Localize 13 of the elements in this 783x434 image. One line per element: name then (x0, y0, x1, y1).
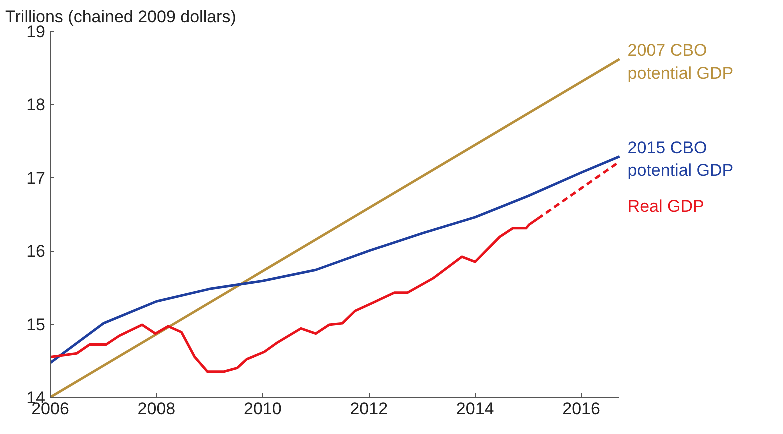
text: Real GDP (628, 196, 704, 216)
y-tick-label: 17 (26, 168, 46, 188)
x-tick-label: 2014 (456, 400, 494, 418)
x-tick-label: 2012 (350, 400, 388, 418)
series-label: 2015 CBO potential GDP (628, 138, 734, 180)
y-tick-label: 15 (26, 315, 46, 334)
x-tick-label: 2008 (138, 400, 176, 418)
line-series (50, 155, 622, 364)
x-tick-label: 2010 (244, 400, 282, 418)
x-tick-label: 2016 (562, 400, 600, 418)
y-tick-label: 18 (26, 96, 46, 115)
y-tick-label: 16 (26, 242, 46, 262)
series-label: 2007 CBO potential GDP (628, 41, 734, 83)
